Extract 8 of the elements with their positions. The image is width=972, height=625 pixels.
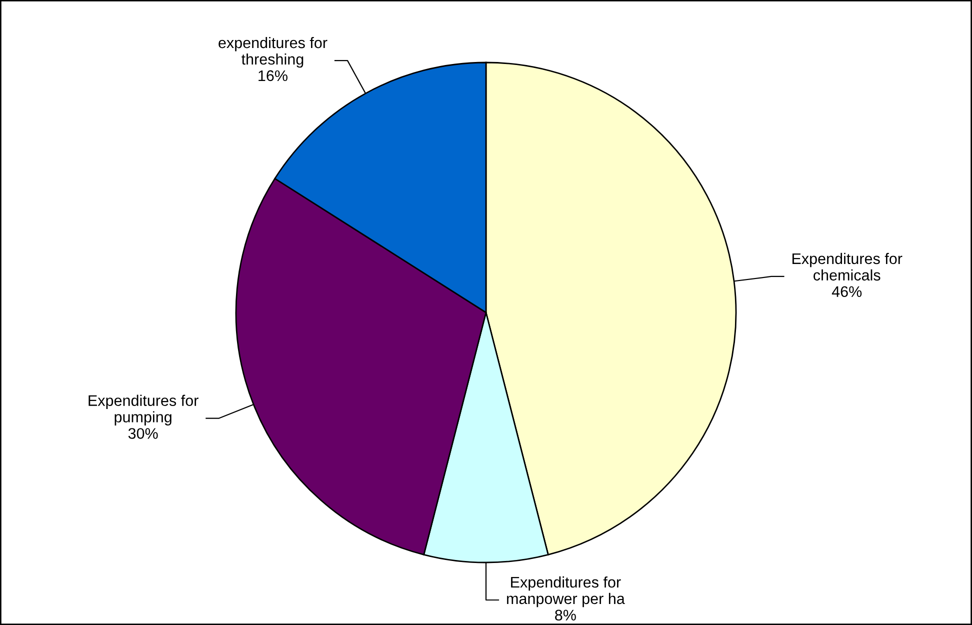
data-label: 8%: [555, 610, 576, 621]
slice-label: Expenditures for manpower per ha: [507, 576, 625, 608]
slice-label: Expenditures for pumping: [88, 394, 198, 426]
data-label: 46%: [832, 286, 862, 298]
data-label: 16%: [258, 70, 288, 82]
slice-label: Expenditures for chemicals: [792, 252, 902, 281]
slice-label: expenditures for threshing: [218, 36, 328, 68]
data-label: 30%: [128, 428, 158, 439]
